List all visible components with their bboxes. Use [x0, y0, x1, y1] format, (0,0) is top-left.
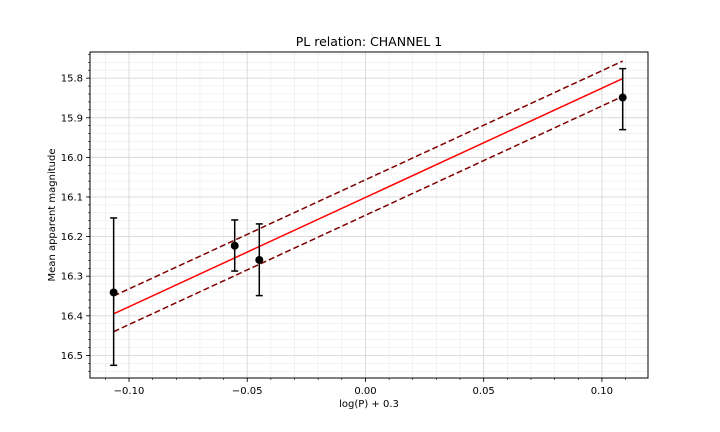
x-tick-label: −0.05 [232, 386, 263, 397]
y-tick-label: 16.2 [61, 232, 83, 243]
y-tick-label: 16.1 [61, 192, 83, 203]
chart-title: PL relation: CHANNEL 1 [296, 34, 442, 49]
y-tick-label: 15.8 [61, 74, 83, 85]
y-tick-label: 16.0 [61, 153, 83, 164]
axis-ticks: −0.10 −0.05 0.00 0.05 0.10 15.8 15.9 16.0 16.1 16… [61, 54, 626, 397]
x-tick-label: 0.10 [591, 386, 613, 397]
lower-bound-line [113, 95, 624, 333]
x-tick-label: 0.00 [354, 386, 376, 397]
data-point [109, 288, 118, 297]
data-point [618, 93, 627, 102]
plot-frame [89, 51, 649, 379]
y-tick-label: 16.4 [61, 311, 83, 322]
y-tick-label: 16.5 [61, 351, 83, 362]
data-point [255, 255, 264, 264]
data-point [230, 241, 239, 250]
y-tick-label: 15.9 [61, 113, 83, 124]
upper-bound-line [113, 60, 624, 297]
y-tick-label: 16.3 [61, 272, 83, 283]
x-tick-label: 0.05 [473, 386, 495, 397]
x-axis-label: log(P) + 0.3 [339, 399, 399, 410]
plot-series [109, 60, 627, 367]
grid [90, 52, 648, 378]
y-axis-label: Mean apparent magnitude [47, 149, 58, 282]
x-tick-label: −0.10 [114, 386, 145, 397]
fit-line [113, 77, 624, 315]
